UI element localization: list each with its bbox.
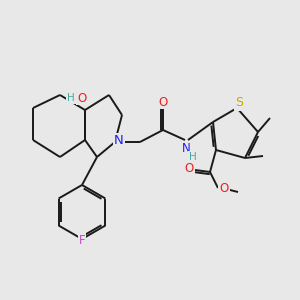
Text: N: N	[182, 142, 190, 155]
Text: O: O	[77, 92, 87, 104]
Text: O: O	[184, 163, 194, 176]
Text: O: O	[219, 182, 229, 196]
Text: S: S	[235, 97, 243, 110]
Text: F: F	[79, 233, 85, 247]
Text: N: N	[114, 134, 124, 148]
Text: H: H	[67, 93, 75, 103]
Text: H: H	[189, 152, 197, 162]
Text: O: O	[158, 95, 168, 109]
